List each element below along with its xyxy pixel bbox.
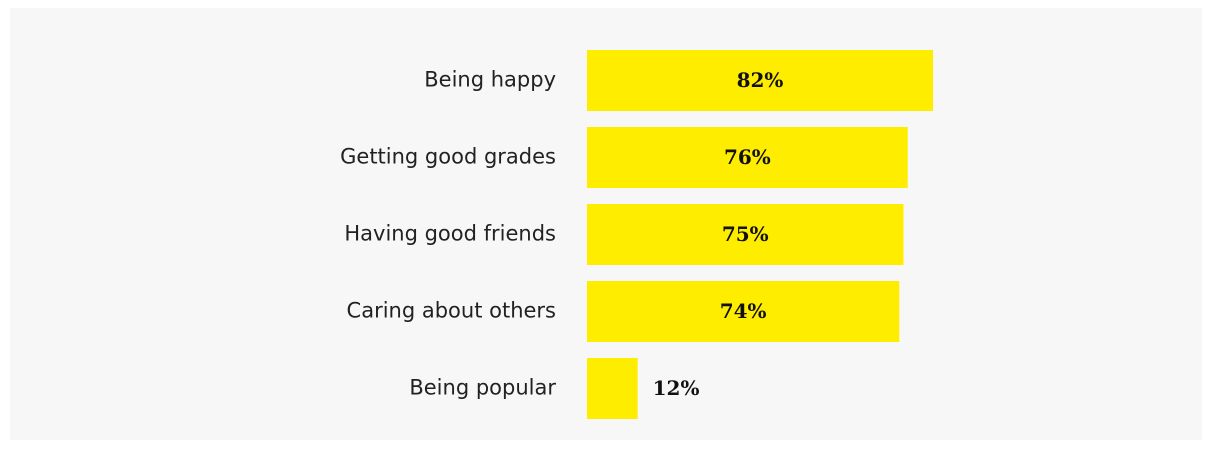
value-label: 76% (724, 145, 771, 169)
bar (587, 127, 908, 188)
value-label: 82% (737, 68, 784, 92)
bar (587, 281, 900, 342)
value-label: 12% (653, 376, 700, 400)
bar (587, 204, 904, 265)
bar (587, 358, 638, 419)
bar (587, 50, 934, 111)
category-label: Caring about others (347, 299, 556, 323)
category-label: Being popular (409, 376, 556, 400)
value-label: 75% (722, 222, 769, 246)
category-label: Being happy (424, 68, 556, 92)
category-label: Getting good grades (340, 145, 556, 169)
value-label: 74% (720, 299, 767, 323)
category-label: Having good friends (344, 222, 556, 246)
